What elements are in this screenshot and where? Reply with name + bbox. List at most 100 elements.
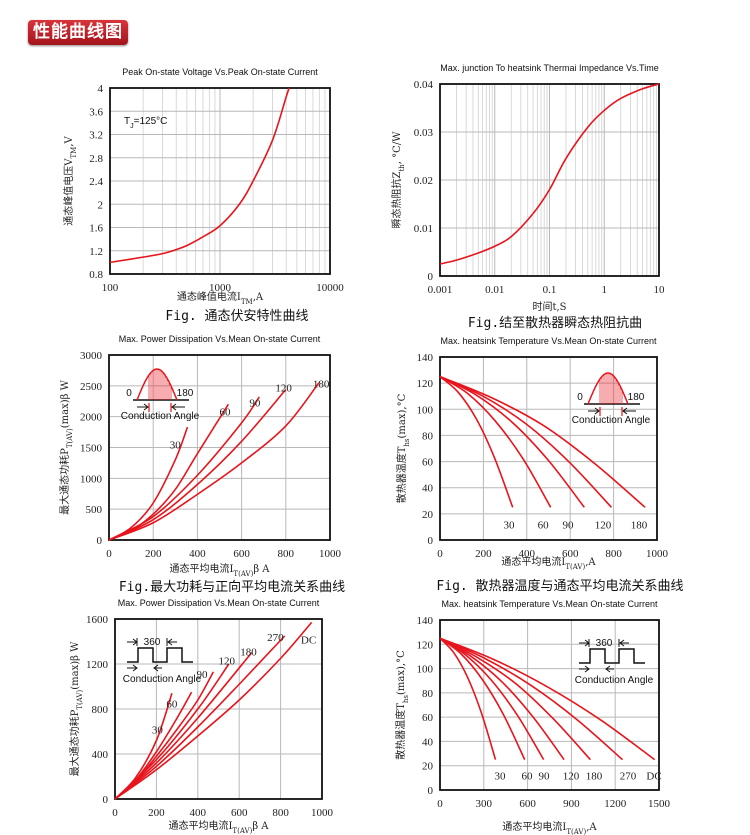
label-subscript: T(AV) xyxy=(76,689,84,709)
arrow-right-icon xyxy=(579,639,590,647)
y-tick-label: 400 xyxy=(92,749,109,761)
plot-frame xyxy=(439,356,658,541)
label-subscript: J xyxy=(130,123,134,130)
y-tick-label: 1500 xyxy=(80,443,103,455)
y-tick-label: 3000 xyxy=(80,350,103,362)
series-label-DC: DC xyxy=(301,634,316,646)
sine-hump xyxy=(587,372,629,405)
x-tick-label: 10 xyxy=(654,284,666,296)
x-tick-label: 0.01 xyxy=(485,284,504,296)
y-tick-label: 1.6 xyxy=(89,223,103,235)
x-tick-label: 800 xyxy=(605,548,622,560)
x-tick-label: 1000 xyxy=(319,548,342,560)
y-tick-label: 0 xyxy=(97,535,103,547)
arrow-left-icon xyxy=(605,665,614,673)
conduction-angle-inset: 360 Conduction Angle xyxy=(123,637,202,685)
label-subscript: hs xyxy=(402,695,410,704)
y-tick-label: 0.04 xyxy=(414,79,434,91)
series-label-60: 60 xyxy=(220,407,232,419)
x-tick-label: 600 xyxy=(519,798,536,810)
series-curve-60 xyxy=(439,375,552,508)
series-label-30: 30 xyxy=(495,770,507,782)
y-axis-label: 通态峰值电压VTM,V xyxy=(62,135,78,225)
label-main: T xyxy=(124,116,130,127)
x-tick-label: 400 xyxy=(519,548,536,560)
plot-frame xyxy=(439,619,660,791)
y-tick-label: 40 xyxy=(422,483,434,495)
x-tick-label: 600 xyxy=(562,548,579,560)
series-label-60: 60 xyxy=(522,770,534,782)
series-curve-180 xyxy=(114,652,253,800)
y-tick-label: 2500 xyxy=(80,381,103,393)
series-label-30: 30 xyxy=(170,439,182,451)
label-main: 通态峰值电压V xyxy=(62,158,75,226)
label-subscript: T(AV) xyxy=(566,828,586,835)
label-main: 瞬态热阻抗Z xyxy=(390,171,403,228)
label-tail: , °C/W xyxy=(392,131,403,164)
series-label-60: 60 xyxy=(166,698,178,710)
y-tick-label: 80 xyxy=(422,430,434,442)
figure-caption: Fig.最大功耗与正向平均电流关系曲线 xyxy=(119,579,345,595)
y-tick-label: 20 xyxy=(422,761,434,773)
series-label-90: 90 xyxy=(249,397,261,409)
section-title-badge: 性能曲线图 xyxy=(28,20,128,45)
series-curve-DC xyxy=(439,637,656,761)
x-tick-label: 300 xyxy=(476,798,493,810)
x-tick-label: 200 xyxy=(145,548,162,560)
label-tail: β A xyxy=(253,564,270,575)
label-main: 通态峰值电流I xyxy=(177,290,241,303)
y-tick-label: 140 xyxy=(417,615,434,627)
y-tick-label: 0.8 xyxy=(89,269,103,281)
x-axis-label: 时间t,S xyxy=(532,300,566,313)
period-label: 360 xyxy=(596,638,613,649)
label-tail: (max)β W xyxy=(60,379,71,428)
x-tick-label: 1000 xyxy=(311,807,334,819)
figure-caption: Fig.结至散热器瞬态热阻抗曲 xyxy=(468,316,642,331)
x-tick-label: 200 xyxy=(148,807,165,819)
y-axis-label: 散热器温度Ths(max),°C xyxy=(394,650,410,760)
chart-title: Max. heatsink Temperature Vs.Mean On-sta… xyxy=(441,336,657,346)
figure-caption: Fig. 散热器温度与通态平均电流关系曲线 xyxy=(436,578,683,594)
arrow-right-icon xyxy=(127,638,138,646)
x-axis-label: 通态平均电流IT(AV),A xyxy=(502,820,597,835)
label-tail: ,V xyxy=(64,135,75,146)
y-tick-label: 2000 xyxy=(80,412,103,424)
x-axis-label: 通态平均电流IT(AV)β A xyxy=(168,819,269,835)
y-tick-label: 20 xyxy=(422,509,434,521)
label-main: 散热器温度T xyxy=(394,703,407,760)
series-curve-Zth xyxy=(439,83,660,265)
angle-end-label: 180 xyxy=(177,388,194,399)
angle-start-label: 0 xyxy=(577,392,583,403)
y-tick-label: 2 xyxy=(98,199,104,211)
y-tick-label: 80 xyxy=(422,688,434,700)
arrow-left-icon xyxy=(618,639,629,647)
series-curve-120 xyxy=(108,389,287,541)
conduction-angle-label: Conduction Angle xyxy=(575,675,654,686)
x-tick-label: 900 xyxy=(563,798,580,810)
chart-title: Max. junction To heatsink Thermai Impeda… xyxy=(440,63,658,73)
chart-title: Peak On-state Voltage Vs.Peak On-state C… xyxy=(122,67,318,77)
y-tick-label: 0 xyxy=(428,785,434,797)
y-axis-label: 散热器温度Ths(max),°C xyxy=(395,393,411,503)
arrow-right-icon xyxy=(588,407,600,415)
label-main: 最大通态功耗P xyxy=(58,448,71,515)
label-main: 通态平均电流I xyxy=(168,819,232,832)
label-tail: ,A xyxy=(253,292,264,303)
series-label-60: 60 xyxy=(538,519,550,531)
y-axis-label: 最大通态功耗PT(AV)(max)β W xyxy=(68,641,84,776)
x-axis-label: 通态平均电流IT(AV),A xyxy=(501,555,596,571)
chart-title: Max. Power Dissipation Vs.Mean On-state … xyxy=(118,598,320,608)
y-tick-label: 3.2 xyxy=(89,130,103,142)
chart-2: 0.001 0.01 0.1 1 10 0 0.01 0.02 0.03 0.04 Max. jun… xyxy=(390,63,665,331)
x-tick-label: 400 xyxy=(189,548,206,560)
label-main: 最大通态功耗P xyxy=(68,709,81,776)
label-main: 时间t,S xyxy=(532,300,566,313)
label-subscript: th xyxy=(398,164,406,172)
y-tick-label: 60 xyxy=(422,712,434,724)
x-tick-label: 1200 xyxy=(604,798,627,810)
label-tail: ,A xyxy=(586,822,597,833)
arrow-left-icon xyxy=(166,638,177,646)
series-label-120: 120 xyxy=(595,519,612,531)
x-tick-label: 0 xyxy=(437,548,443,560)
